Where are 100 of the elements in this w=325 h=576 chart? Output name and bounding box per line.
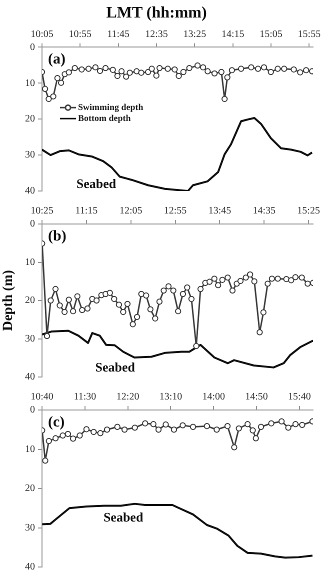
y-tick-label: 40: [25, 562, 35, 573]
annotation: Seabed: [103, 509, 144, 524]
point: [156, 298, 163, 305]
point: [180, 68, 186, 76]
point: [252, 435, 259, 442]
point: [142, 420, 148, 426]
x-tick-label: 15:40: [288, 392, 311, 403]
x-tick-label: 15:05: [260, 28, 282, 40]
point: [176, 72, 182, 80]
x-tick-label: 14:35: [252, 206, 276, 217]
point: [246, 271, 254, 278]
point: [54, 75, 61, 82]
x-tick-label: 15:25: [297, 206, 320, 217]
point: [264, 280, 271, 287]
point: [124, 300, 131, 308]
annotation: (c): [48, 414, 65, 430]
point: [138, 70, 144, 76]
point: [132, 424, 138, 431]
point: [48, 297, 54, 304]
point: [219, 276, 226, 283]
y-tick-label: 40: [25, 186, 35, 197]
point: [147, 306, 154, 312]
point: [83, 426, 90, 432]
point: [78, 66, 85, 73]
x-tick-label: 11:45: [107, 28, 130, 40]
y-tick-label: 0: [30, 404, 35, 416]
point: [126, 70, 133, 76]
x-tick-label: 12:20: [116, 392, 140, 403]
point: [248, 64, 254, 70]
point: [104, 426, 110, 433]
point: [70, 308, 76, 314]
point: [72, 64, 78, 72]
point: [268, 420, 274, 426]
point: [153, 72, 160, 79]
point: [274, 66, 281, 72]
point: [260, 64, 268, 70]
legend-label: Swimming depth: [78, 102, 144, 112]
y-tick-label: 20: [25, 295, 35, 306]
point: [130, 321, 136, 328]
y-tick-label: 10: [25, 256, 35, 268]
point: [150, 421, 156, 428]
point: [155, 426, 162, 433]
point: [42, 458, 48, 464]
point: [218, 68, 224, 76]
x-tick-label: 13:10: [159, 392, 182, 403]
y-tick-label: 20: [25, 114, 35, 125]
x-tick-label: 11:30: [74, 392, 96, 403]
point: [116, 302, 122, 308]
x-tick-label: 14:50: [245, 392, 268, 403]
point: [229, 287, 236, 294]
y-tick-label: 30: [25, 150, 35, 161]
point: [288, 277, 294, 284]
x-tick-label: 15:55: [298, 28, 321, 40]
point: [204, 68, 211, 74]
point: [96, 68, 104, 74]
point: [106, 290, 113, 296]
point: [222, 96, 228, 102]
point: [111, 296, 118, 302]
point: [303, 67, 310, 74]
point: [66, 296, 72, 303]
point: [170, 287, 176, 294]
point: [143, 292, 150, 299]
point: [268, 276, 276, 282]
point: [114, 424, 120, 430]
x-tick-label: 13:25: [183, 28, 206, 40]
point: [84, 305, 91, 312]
annotation: (a): [48, 52, 66, 68]
point: [304, 280, 311, 287]
point: [244, 421, 251, 428]
x-tick-label: 12:35: [145, 28, 168, 40]
point: [256, 329, 263, 336]
point: [138, 290, 144, 298]
point: [285, 424, 292, 431]
point: [292, 421, 299, 428]
point: [162, 421, 169, 428]
point: [74, 293, 80, 300]
annotation: Seabed: [95, 360, 136, 375]
point: [211, 276, 218, 282]
point: [46, 438, 52, 444]
y-tick-label: 30: [25, 333, 35, 344]
y-axis-title: Depth (m): [1, 270, 16, 332]
point: [180, 422, 186, 428]
point: [44, 332, 50, 340]
x-tick-label: 10:40: [30, 392, 54, 403]
y-tick-label: 10: [25, 78, 35, 89]
point: [58, 80, 64, 86]
point: [188, 296, 195, 302]
point: [52, 286, 59, 292]
point: [50, 93, 56, 100]
point: [97, 430, 104, 436]
point: [114, 72, 121, 80]
point: [160, 287, 167, 294]
point: [52, 435, 59, 442]
point: [61, 308, 68, 316]
point: [299, 422, 306, 428]
point: [42, 86, 48, 92]
x-tick-label: 12:05: [119, 206, 142, 217]
point: [46, 96, 52, 102]
point: [118, 68, 125, 74]
point: [197, 286, 204, 292]
